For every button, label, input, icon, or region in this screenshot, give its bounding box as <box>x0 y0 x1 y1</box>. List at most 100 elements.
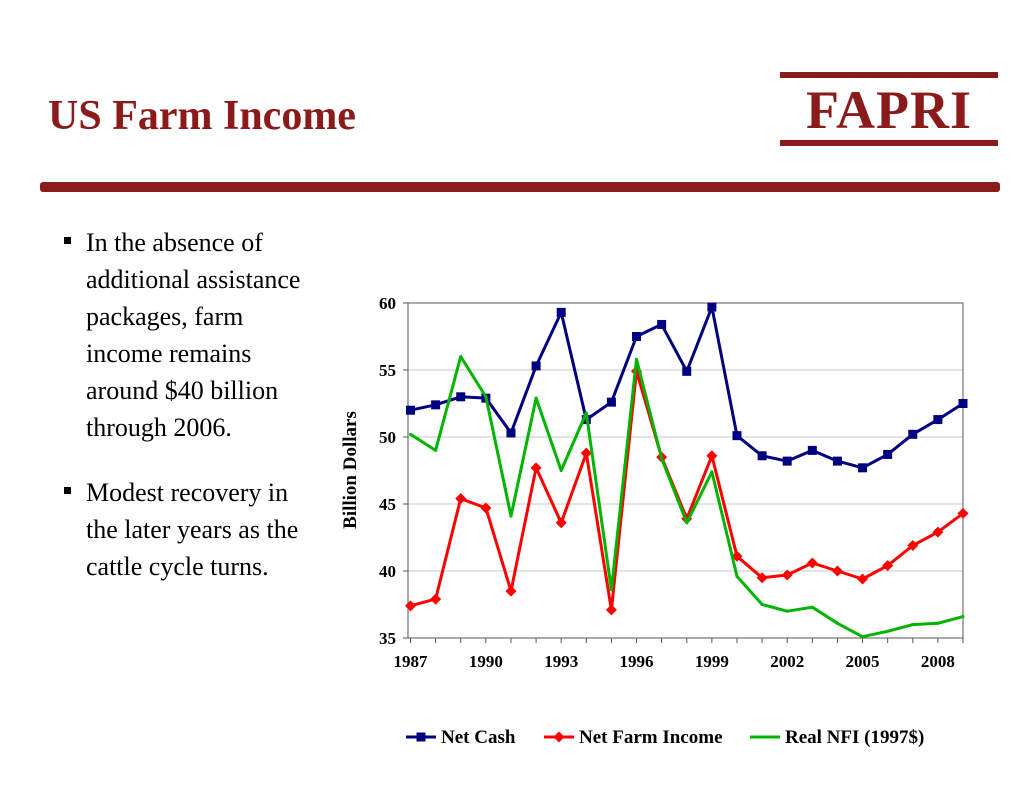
legend-label-real-nfi-1997: Real NFI (1997$) <box>785 727 924 748</box>
axis-layer: 35 40 45 50 55 60 1987 1990 1993 1996 1999 2002 2005… <box>379 294 964 671</box>
series-line-real-nfi-1997 <box>409 355 964 639</box>
data-point-net-cash <box>406 405 416 415</box>
data-point-net-cash <box>782 456 792 466</box>
data-point-net-cash <box>807 445 817 455</box>
data-point-net-cash <box>556 307 566 317</box>
data-point-net-cash <box>832 456 842 466</box>
data-point-net-farm-income <box>706 450 718 462</box>
x-tick-label: 2005 <box>846 652 880 671</box>
data-point-net-cash <box>606 397 616 407</box>
data-point-net-farm-income <box>957 507 969 519</box>
data-point-net-cash <box>757 451 767 461</box>
data-point-net-cash <box>858 463 868 473</box>
data-point-net-farm-income <box>756 572 768 584</box>
series-line-net-cash <box>410 305 964 470</box>
data-point-net-cash <box>933 415 943 425</box>
y-axis-title: Billion Dollars <box>340 411 361 529</box>
data-point-real-nfi-1997 <box>961 615 965 619</box>
logo-text: FAPRI <box>806 80 972 140</box>
data-point-net-farm-income <box>806 557 818 569</box>
data-point-net-farm-income <box>505 585 517 597</box>
data-point-net-farm-income <box>555 517 567 529</box>
x-tick-label: 2002 <box>770 652 804 671</box>
data-point-net-farm-income <box>781 569 793 581</box>
data-point-real-nfi-1997 <box>559 469 563 472</box>
data-point-net-farm-income <box>405 600 417 612</box>
slide-title: US Farm Income <box>48 93 356 139</box>
data-point-real-nfi-1997 <box>735 574 739 578</box>
data-point-real-nfi-1997 <box>886 629 890 633</box>
bullet-item: In the absence of additional assistance … <box>62 224 312 446</box>
data-point-net-farm-income <box>480 502 492 514</box>
legend-marker-net-farm-income <box>553 731 565 743</box>
data-point-net-cash <box>456 392 466 402</box>
plot-area-frame <box>407 302 964 639</box>
bullet-text: In the absence of additional assistance … <box>86 228 301 442</box>
legend: Net Cash Net Farm Income Real NFI (1997$) <box>406 727 924 748</box>
data-point-net-cash <box>531 361 541 371</box>
data-point-real-nfi-1997 <box>911 623 915 627</box>
fapri-logo: FAPRI <box>780 72 998 148</box>
data-point-real-nfi-1997 <box>936 621 940 625</box>
farm-income-chart: 35 40 45 50 55 60 1987 1990 1993 1996 1999 2002 2005… <box>340 294 969 748</box>
data-point-net-cash <box>506 428 516 438</box>
data-point-real-nfi-1997 <box>785 609 789 613</box>
data-point-net-farm-income <box>580 447 592 459</box>
x-tick-label: 1996 <box>620 652 654 671</box>
data-point-net-farm-income <box>907 540 919 552</box>
y-tick-label: 60 <box>379 294 396 313</box>
data-point-net-cash <box>732 431 742 441</box>
bullet-item: Modest recovery in the later years as th… <box>62 474 312 585</box>
data-point-net-cash <box>707 302 717 312</box>
legend-label-net-cash: Net Cash <box>441 727 516 748</box>
data-point-net-farm-income <box>857 573 869 585</box>
y-tick-label: 35 <box>379 629 396 648</box>
data-point-real-nfi-1997 <box>660 456 664 460</box>
data-point-net-cash <box>908 429 918 439</box>
data-point-net-farm-income <box>605 604 617 616</box>
y-tick-label: 55 <box>379 361 396 380</box>
data-point-real-nfi-1997 <box>434 448 438 452</box>
data-point-real-nfi-1997 <box>861 635 865 639</box>
x-tick-label: 1987 <box>394 652 429 671</box>
data-point-net-cash <box>431 400 441 410</box>
data-point-real-nfi-1997 <box>609 588 613 592</box>
data-point-real-nfi-1997 <box>459 355 463 359</box>
y-tick-label: 40 <box>379 562 396 581</box>
legend-marker-net-cash <box>416 732 426 742</box>
data-point-net-farm-income <box>831 565 843 577</box>
data-point-net-cash <box>632 332 642 341</box>
bullet-square-icon <box>64 487 71 494</box>
logo-top-bar <box>780 72 998 78</box>
data-point-real-nfi-1997 <box>685 521 689 525</box>
logo-bottom-bar <box>780 140 998 146</box>
bullet-square-icon <box>64 237 71 244</box>
data-point-real-nfi-1997 <box>409 432 413 436</box>
data-point-net-cash <box>958 399 968 408</box>
title-divider <box>40 182 1000 192</box>
x-tick-label: 2008 <box>921 652 955 671</box>
data-point-real-nfi-1997 <box>810 605 814 609</box>
data-point-net-cash <box>682 366 692 376</box>
y-tick-label: 50 <box>379 428 396 447</box>
x-tick-label: 1999 <box>695 652 729 671</box>
data-point-real-nfi-1997 <box>509 514 513 518</box>
x-tick-label: 1993 <box>544 652 578 671</box>
bullet-text: Modest recovery in the later years as th… <box>86 478 299 581</box>
data-point-net-farm-income <box>882 560 894 572</box>
grid-layer <box>408 369 963 572</box>
data-point-net-farm-income <box>455 493 467 505</box>
data-point-real-nfi-1997 <box>484 395 488 399</box>
data-point-net-farm-income <box>530 462 542 474</box>
bullet-list: In the absence of additional assistance … <box>62 224 312 613</box>
data-point-net-farm-income <box>932 526 944 538</box>
data-point-real-nfi-1997 <box>584 411 588 415</box>
data-point-real-nfi-1997 <box>710 470 714 474</box>
data-point-real-nfi-1997 <box>635 357 639 361</box>
y-tick-label: 45 <box>379 495 396 514</box>
data-point-net-cash <box>883 449 893 459</box>
data-point-net-farm-income <box>430 593 442 605</box>
data-point-real-nfi-1997 <box>534 396 538 400</box>
x-tick-label: 1990 <box>469 652 503 671</box>
data-point-net-cash <box>657 319 667 329</box>
